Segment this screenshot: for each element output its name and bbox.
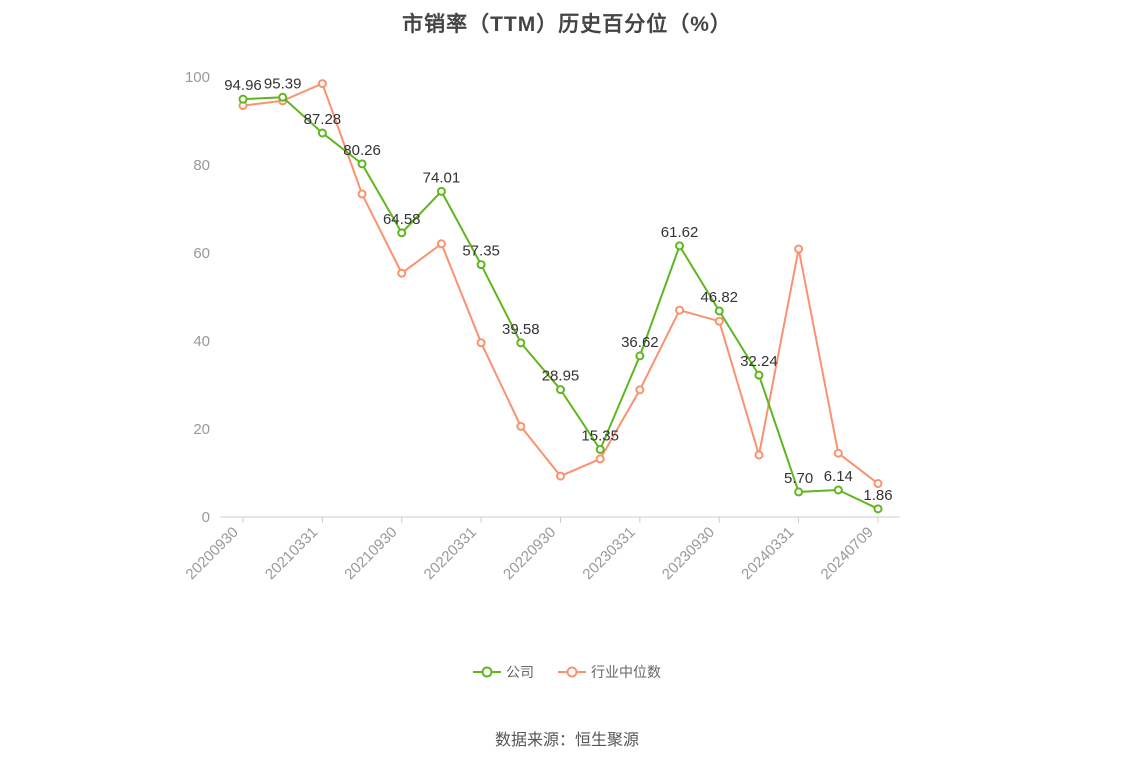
data-point[interactable] [436, 239, 446, 249]
legend-label: 公司 [506, 664, 534, 680]
data-label: 46.82 [700, 289, 738, 306]
legend-marker-icon [558, 666, 586, 678]
data-label: 1.86 [863, 487, 892, 504]
y-axis-tick-label: 80 [193, 157, 210, 174]
data-label: 87.28 [304, 111, 342, 128]
x-axis-tick-label: 20210331 [262, 524, 321, 583]
data-label: 39.58 [502, 321, 540, 338]
data-point[interactable] [317, 79, 327, 89]
y-axis-tick-label: 100 [185, 69, 210, 86]
x-axis-tick-label: 20220331 [421, 524, 480, 583]
chart-title: 市销率（TTM）历史百分位（%） [402, 13, 732, 36]
data-point[interactable] [436, 186, 446, 196]
data-point[interactable] [635, 385, 645, 395]
data-point[interactable] [476, 338, 486, 348]
data-point[interactable] [397, 228, 407, 238]
data-label: 80.26 [343, 142, 381, 159]
data-point[interactable] [397, 268, 407, 278]
x-axis-tick-label: 20240709 [818, 524, 877, 583]
legend-label: 行业中位数 [591, 664, 661, 680]
data-point[interactable] [675, 241, 685, 251]
data-point[interactable] [516, 338, 526, 348]
line-chart: 0 20 40 60 80 100 20200930 20210331 20210930 2022… [183, 69, 900, 583]
data-point[interactable] [556, 471, 565, 481]
legend: 公司 行业中位数 [0, 662, 1134, 682]
x-axis-tick-label: 20230930 [659, 524, 718, 583]
data-label: 61.62 [661, 224, 699, 241]
data-label: 57.35 [462, 243, 500, 260]
x-axis-tick-label: 20210930 [341, 524, 400, 583]
data-point[interactable] [754, 370, 764, 380]
data-label: 64.58 [383, 211, 421, 228]
y-axis-tick-label: 40 [193, 333, 210, 350]
data-point[interactable] [278, 92, 288, 102]
data-label: 95.39 [264, 75, 302, 92]
data-point[interactable] [357, 189, 367, 199]
data-point[interactable] [873, 504, 883, 514]
data-point[interactable] [754, 450, 764, 460]
data-source: 数据来源：恒生聚源 [494, 732, 639, 749]
data-label: 74.01 [423, 169, 461, 186]
data-point[interactable] [238, 94, 248, 104]
data-point[interactable] [635, 351, 645, 361]
data-point[interactable] [873, 479, 883, 489]
data-label: 32.24 [740, 353, 778, 370]
data-label: 6.14 [824, 468, 853, 485]
data-point[interactable] [516, 421, 526, 431]
data-point[interactable] [833, 448, 843, 458]
legend-item-company[interactable]: 公司 [473, 662, 534, 682]
data-point[interactable] [476, 260, 486, 270]
data-point[interactable] [794, 487, 804, 497]
y-axis-tick-label: 0 [202, 509, 210, 526]
y-axis-tick-label: 60 [193, 245, 210, 262]
data-label: 94.96 [224, 77, 262, 94]
data-point[interactable] [556, 385, 565, 395]
data-point[interactable] [714, 306, 724, 316]
series-line-公司 [242, 96, 879, 510]
data-point[interactable] [833, 485, 843, 495]
data-point[interactable] [714, 316, 724, 326]
x-axis-tick-label: 20230331 [579, 524, 638, 583]
x-axis-tick-label: 20200930 [183, 524, 242, 583]
series-line-行业中位数 [242, 82, 879, 485]
data-point[interactable] [675, 305, 685, 315]
data-point[interactable] [794, 244, 804, 254]
y-axis-tick-label: 20 [193, 421, 210, 438]
data-point[interactable] [317, 128, 327, 138]
data-point[interactable] [357, 159, 367, 169]
data-label: 36.62 [621, 334, 659, 351]
data-label: 15.35 [581, 427, 619, 444]
data-label: 5.70 [784, 470, 813, 487]
x-axis-tick-label: 20240331 [738, 524, 797, 583]
data-point[interactable] [595, 454, 605, 464]
data-label: 28.95 [542, 368, 580, 385]
x-axis-tick-label: 20220930 [500, 524, 559, 583]
legend-marker-icon [473, 666, 501, 678]
legend-item-industry-median[interactable]: 行业中位数 [558, 662, 661, 682]
data-point[interactable] [595, 444, 605, 454]
